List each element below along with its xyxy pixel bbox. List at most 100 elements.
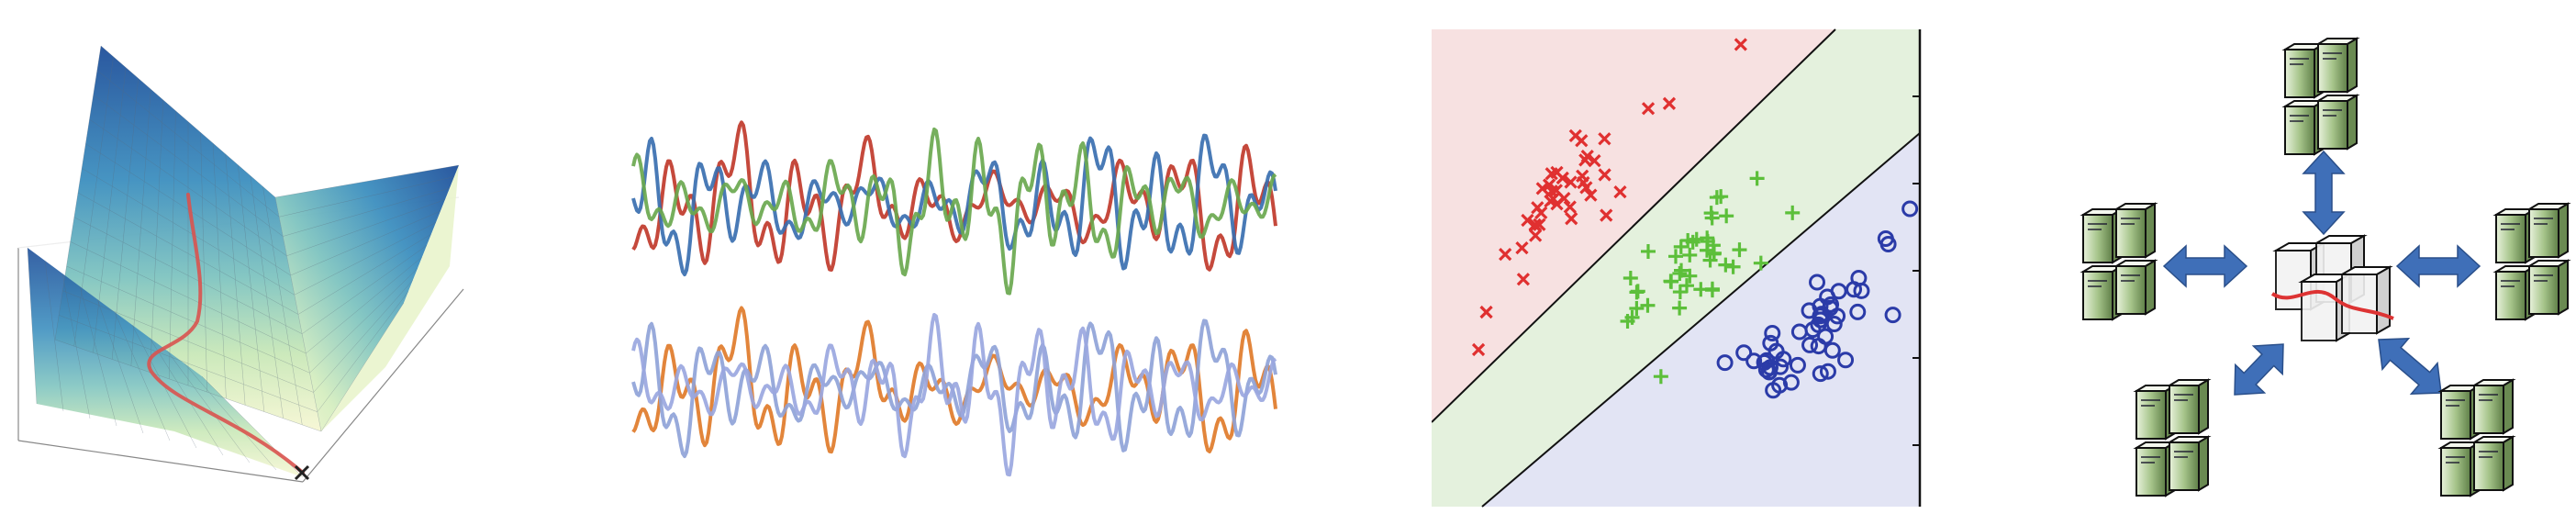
point-class-a <box>1575 134 1589 148</box>
point-class-c <box>1817 328 1834 345</box>
point-class-b <box>1640 243 1656 259</box>
point-class-b <box>1785 205 1801 220</box>
point-class-b <box>1719 208 1734 224</box>
point-class-a <box>1544 167 1558 181</box>
point-class-a <box>1535 182 1549 195</box>
point-class-c <box>1716 354 1734 372</box>
point-class-b <box>1629 300 1645 316</box>
point-class-c <box>1850 269 1868 286</box>
point-class-c <box>1823 341 1841 359</box>
signals-panel <box>624 0 1285 525</box>
top-signal-series-3 <box>631 127 1277 296</box>
point-class-c <box>1901 200 1919 218</box>
point-class-b <box>1685 234 1701 250</box>
point-class-a <box>1479 305 1493 319</box>
point-class-a <box>1563 200 1577 214</box>
point-class-a <box>1598 168 1611 182</box>
loss-surface-panel <box>0 0 514 525</box>
point-class-c <box>1884 307 1901 324</box>
loss-surface-plot <box>17 45 464 483</box>
point-class-a <box>1734 38 1747 51</box>
point-class-a <box>1534 206 1548 220</box>
point-class-b <box>1674 262 1689 278</box>
point-class-a <box>1557 191 1571 206</box>
arrow-up <box>2302 150 2346 236</box>
point-class-a <box>1544 184 1558 198</box>
top-signal-series-2 <box>631 133 1277 277</box>
distributed-network-diagram <box>2080 37 2571 497</box>
point-class-c <box>1812 365 1829 383</box>
point-class-a <box>1529 229 1543 242</box>
arrow-left <box>2162 244 2248 288</box>
point-class-b <box>1753 255 1768 271</box>
classification-plot <box>1432 28 1922 508</box>
point-class-a <box>1564 175 1578 189</box>
point-class-b <box>1664 274 1679 289</box>
point-class-a <box>1613 185 1627 199</box>
point-class-b <box>1706 245 1722 261</box>
point-class-a <box>1471 342 1486 357</box>
point-class-b <box>1653 369 1668 385</box>
point-class-a <box>1533 218 1546 231</box>
point-class-c <box>1745 352 1763 370</box>
server-lower-left <box>2133 378 2212 497</box>
bottom-signal-series-3 <box>631 313 1277 477</box>
point-class-c <box>1764 324 1781 341</box>
point-class-b <box>1672 285 1688 300</box>
signals-plot <box>631 120 1277 477</box>
point-class-a <box>1600 208 1613 222</box>
point-class-c <box>1812 307 1829 325</box>
server-top <box>2281 37 2360 156</box>
point-class-b <box>1718 257 1734 273</box>
point-class-b <box>1640 297 1656 313</box>
point-class-b <box>1672 265 1688 281</box>
point-class-c <box>1801 336 1819 353</box>
point-class-b <box>1693 282 1709 297</box>
bottom-signal-series-2 <box>631 318 1277 459</box>
server-lower-right <box>2437 378 2516 497</box>
distributed-panel <box>2037 0 2576 525</box>
point-class-c <box>1837 352 1855 369</box>
point-class-a <box>1577 175 1590 190</box>
point-class-c <box>1765 382 1782 399</box>
point-class-a <box>1521 213 1534 228</box>
point-class-c <box>1879 236 1897 253</box>
surface-right-wing <box>275 165 459 431</box>
point-class-b <box>1682 247 1698 262</box>
point-class-c <box>1830 283 1847 300</box>
point-class-b <box>1700 242 1715 258</box>
point-class-a <box>1515 240 1529 255</box>
point-class-c <box>1756 353 1773 371</box>
point-class-c <box>1775 351 1792 368</box>
point-class-a <box>1528 218 1543 233</box>
point-class-a <box>1641 102 1656 116</box>
point-class-c <box>1819 363 1836 380</box>
point-class-c <box>1762 334 1779 352</box>
region-class-b <box>1432 29 1920 507</box>
point-class-c <box>1822 299 1839 317</box>
point-class-c <box>1809 274 1826 291</box>
point-class-a <box>1584 188 1598 202</box>
surface-front-fold <box>28 248 303 477</box>
point-class-b <box>1673 239 1689 254</box>
point-class-a <box>1662 96 1677 110</box>
point-class-a <box>1588 153 1601 168</box>
descent-path <box>147 193 305 475</box>
point-class-c <box>1735 344 1753 362</box>
server-right <box>2492 202 2571 321</box>
decision-boundary-2 <box>1481 132 1921 508</box>
point-class-c <box>1849 303 1867 320</box>
point-class-b <box>1672 300 1688 316</box>
point-class-b <box>1682 268 1698 284</box>
point-class-b <box>1700 230 1715 246</box>
point-class-b <box>1620 313 1635 329</box>
point-class-b <box>1732 242 1747 258</box>
point-class-c <box>1789 356 1806 374</box>
point-class-b <box>1630 284 1645 299</box>
point-class-c <box>1804 321 1822 339</box>
arrow-lower-right <box>2378 338 2442 395</box>
point-class-a <box>1516 273 1531 286</box>
surface-mesh <box>27 45 460 478</box>
point-class-a <box>1565 212 1578 226</box>
